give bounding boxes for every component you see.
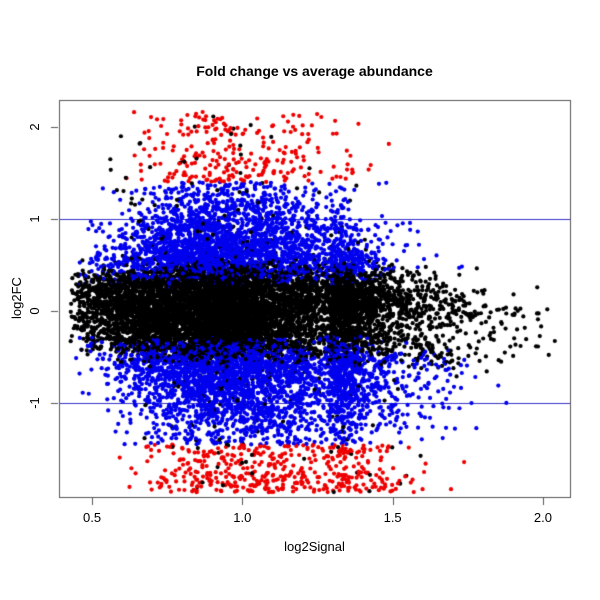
y-axis-label: log2FC (9, 277, 24, 319)
chart-title: Fold change vs average abundance (196, 63, 433, 79)
x-tick-label: 0.5 (83, 510, 102, 525)
x-tick-label: 2.0 (533, 510, 552, 525)
y-tick-label: -1 (27, 397, 42, 409)
x-tick-label: 1.5 (383, 510, 402, 525)
x-tick-label: 1.0 (233, 510, 252, 525)
x-axis-label: log2Signal (284, 539, 345, 554)
y-tick-label: 1 (27, 215, 42, 223)
y-tick-label: 0 (27, 307, 42, 315)
y-tick-label: 2 (27, 123, 42, 131)
